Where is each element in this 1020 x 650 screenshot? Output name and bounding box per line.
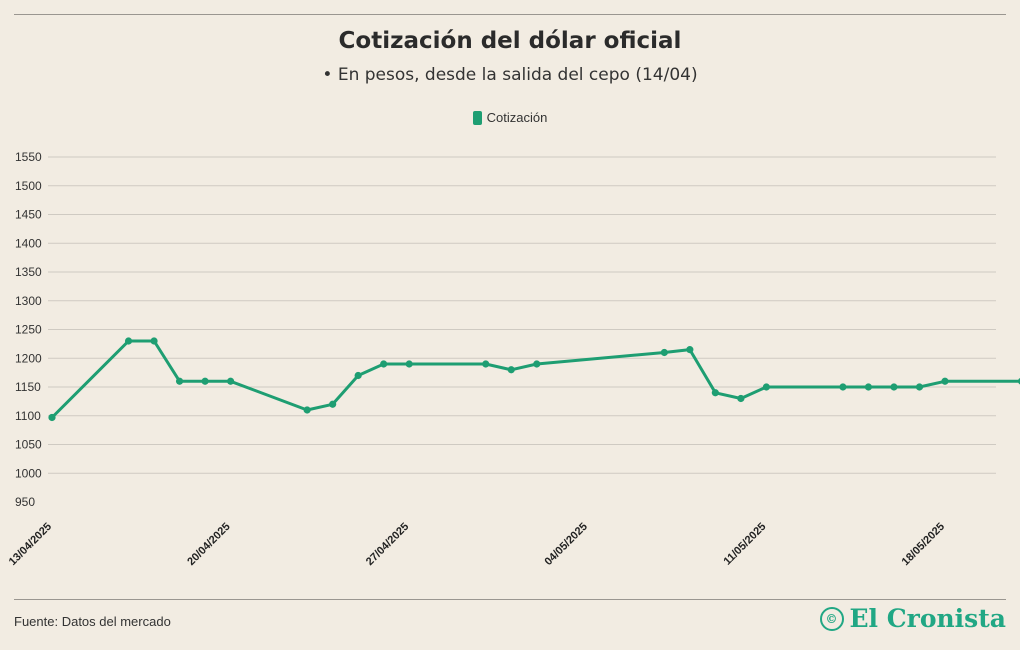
data-point <box>737 394 745 403</box>
brand-name: El Cronista <box>849 604 1007 633</box>
data-point <box>150 337 158 345</box>
x-tick-label: 18/05/2025 <box>900 521 947 568</box>
y-tick-label: 1350 <box>15 265 42 279</box>
series-line <box>50 339 1020 419</box>
data-point <box>303 406 311 414</box>
brand-logo[interactable]: © El Cronista <box>819 604 1007 633</box>
y-tick-label: 1550 <box>15 150 42 164</box>
data-point <box>686 346 694 354</box>
source-note: Fuente: Datos del mercado <box>14 614 171 629</box>
copyright-icon: © <box>819 606 844 631</box>
y-tick-label: 1300 <box>15 294 42 308</box>
x-tick-label: 20/04/2025 <box>185 521 232 568</box>
data-point <box>201 377 209 385</box>
data-point <box>226 377 235 385</box>
y-tick-label: 1450 <box>15 208 42 222</box>
data-point <box>864 383 873 391</box>
y-tick-label: 1150 <box>15 380 41 394</box>
data-point <box>533 360 541 368</box>
data-point <box>405 360 413 368</box>
chart-subtitle: • En pesos, desde la salida del cepo (14… <box>322 65 698 85</box>
y-tick-label: 1050 <box>15 438 42 452</box>
x-tick-label: 13/04/2025 <box>7 521 54 568</box>
y-tick-label: 1500 <box>15 179 42 193</box>
data-point <box>48 413 56 422</box>
legend[interactable]: Cotización <box>0 110 1020 125</box>
data-point <box>1017 377 1020 385</box>
x-tick-label: 04/05/2025 <box>542 521 589 568</box>
data-point <box>482 360 490 368</box>
y-tick-label: 950 <box>15 495 35 509</box>
data-point <box>890 383 898 391</box>
data-point <box>175 377 184 385</box>
bottom-rule <box>14 599 1006 600</box>
y-tick-label: 1100 <box>15 409 41 423</box>
x-tick-label: 11/05/2025 <box>722 521 769 568</box>
top-rule <box>14 14 1006 15</box>
data-point <box>660 348 668 357</box>
x-tick-label: 27/04/2025 <box>364 521 411 568</box>
data-point <box>380 360 388 368</box>
legend-swatch <box>472 110 482 125</box>
data-point <box>915 383 924 391</box>
legend-label: Cotización <box>486 110 548 125</box>
data-point <box>762 383 770 391</box>
data-point <box>354 371 362 380</box>
data-point <box>711 389 719 397</box>
chart-title: Cotización del dólar oficial <box>338 28 682 54</box>
data-point <box>507 366 515 374</box>
data-point <box>941 377 949 385</box>
y-tick-label: 1400 <box>15 236 42 250</box>
data-point <box>124 337 133 345</box>
y-tick-label: 1250 <box>15 323 42 337</box>
line-chart: 950 1000 1050 1100 1150 1200 1250 1300 1350 1400 1… <box>7 150 1020 568</box>
y-tick-label: 1200 <box>15 351 42 365</box>
y-tick-label: 1000 <box>15 466 42 480</box>
data-point <box>839 383 847 391</box>
data-point <box>329 400 337 408</box>
